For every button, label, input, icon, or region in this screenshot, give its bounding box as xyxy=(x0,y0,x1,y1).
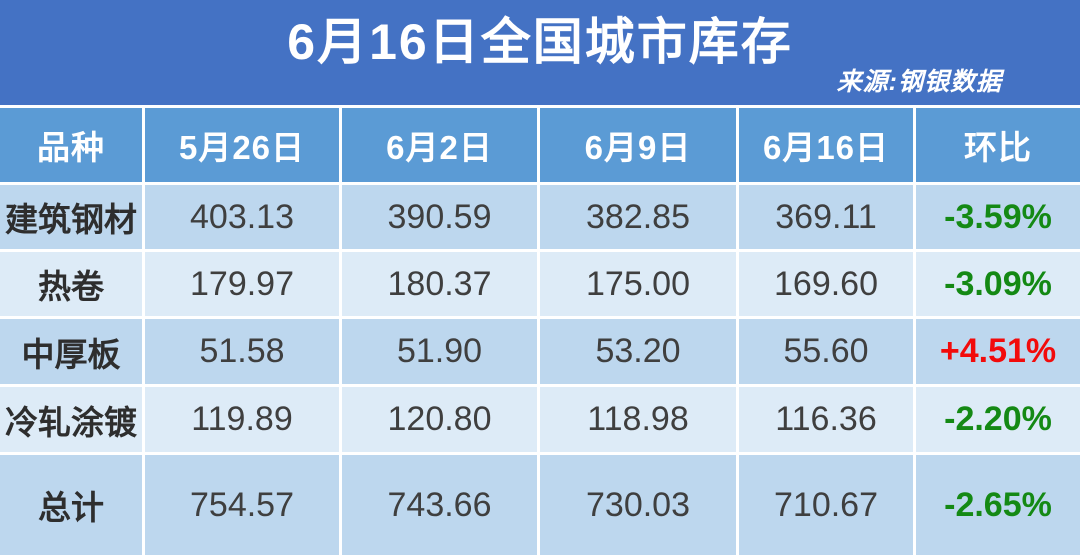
value-cell: 369.11 xyxy=(739,185,913,249)
value-cell: 403.13 xyxy=(145,185,339,249)
inventory-table: 品种 5月26日 6月2日 6月9日 6月16日 环比建筑钢材 403.13 390.59 38… xyxy=(0,108,1080,555)
value-cell: 53.20 xyxy=(540,319,736,384)
page-title: 6月16日全国城市库存 xyxy=(287,14,793,70)
value-cell: 710.67 xyxy=(739,455,913,555)
change-cell: -3.59% xyxy=(916,185,1080,249)
change-cell: -2.65% xyxy=(916,455,1080,555)
column-header-1: 5月26日 xyxy=(145,108,339,182)
value-cell: 743.66 xyxy=(342,455,537,555)
row-label: 中厚板 xyxy=(0,319,142,384)
row-label: 建筑钢材 xyxy=(0,185,142,249)
change-cell: -2.20% xyxy=(916,387,1080,452)
value-cell: 169.60 xyxy=(739,252,913,316)
change-cell: -3.09% xyxy=(916,252,1080,316)
value-cell: 730.03 xyxy=(540,455,736,555)
column-header-2: 6月2日 xyxy=(342,108,537,182)
value-cell: 175.00 xyxy=(540,252,736,316)
row-label: 冷轧涂镀 xyxy=(0,387,142,452)
change-cell: +4.51% xyxy=(916,319,1080,384)
value-cell: 51.90 xyxy=(342,319,537,384)
value-cell: 390.59 xyxy=(342,185,537,249)
column-header-0: 品种 xyxy=(0,108,142,182)
value-cell: 179.97 xyxy=(145,252,339,316)
value-cell: 55.60 xyxy=(739,319,913,384)
data-source-label: 来源:钢银数据 xyxy=(836,68,1002,96)
value-cell: 180.37 xyxy=(342,252,537,316)
value-cell: 118.98 xyxy=(540,387,736,452)
value-cell: 382.85 xyxy=(540,185,736,249)
value-cell: 51.58 xyxy=(145,319,339,384)
value-cell: 120.80 xyxy=(342,387,537,452)
title-banner: 6月16日全国城市库存 来源:钢银数据 xyxy=(0,0,1080,105)
column-header-3: 6月9日 xyxy=(540,108,736,182)
column-header-4: 6月16日 xyxy=(739,108,913,182)
value-cell: 754.57 xyxy=(145,455,339,555)
value-cell: 119.89 xyxy=(145,387,339,452)
row-label: 总计 xyxy=(0,455,142,555)
row-label: 热卷 xyxy=(0,252,142,316)
column-header-5: 环比 xyxy=(916,108,1080,182)
value-cell: 116.36 xyxy=(739,387,913,452)
